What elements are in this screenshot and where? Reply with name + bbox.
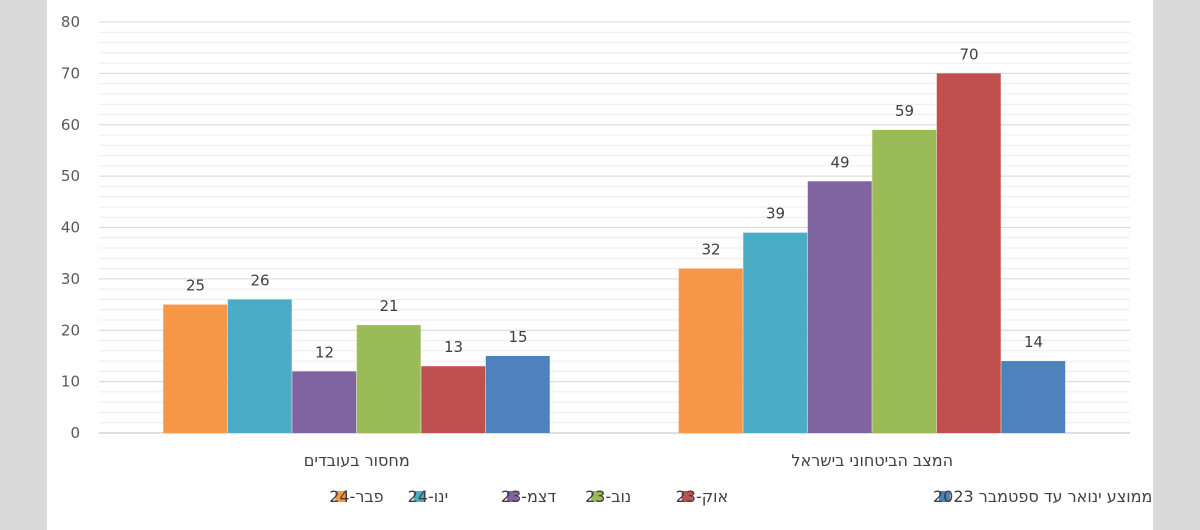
data-label: 70: [959, 45, 978, 63]
y-tick-label: 50: [61, 167, 80, 185]
bar: [936, 73, 1001, 433]
y-tick-label: 10: [61, 373, 80, 391]
legend-swatch: [506, 491, 518, 502]
legend-label: נוב-23: [585, 487, 631, 506]
chart-frame: 0 10 20 30 40 50 60 70 80 14 70 59 49 39 32 15 13 21 12 26…: [47, 0, 1153, 530]
category-label: המצב הביטחוני בישראל: [791, 451, 953, 470]
legend-swatch: [413, 491, 425, 502]
bar: [1001, 361, 1066, 433]
bar: [227, 299, 292, 433]
data-label: 32: [701, 241, 720, 259]
data-label: 25: [186, 277, 205, 295]
bar: [163, 304, 228, 433]
y-tick-label: 60: [61, 116, 80, 134]
bar: [292, 371, 357, 433]
bar: [743, 232, 808, 433]
y-tick-label: 20: [61, 321, 80, 339]
bar: [678, 268, 743, 433]
y-axis-ticks: 0 10 20 30 40 50 60 70 80: [61, 13, 80, 442]
data-label: 14: [1024, 333, 1043, 351]
legend-swatch: [939, 491, 950, 502]
data-label: 12: [315, 343, 334, 361]
legend-label: ינו-24: [408, 487, 448, 506]
data-label: 59: [895, 102, 914, 120]
legend-swatch: [681, 491, 693, 502]
legend-label: אוק-23: [676, 487, 729, 506]
legend-label: ממוצע ינואר עד ספטמבר 2023: [933, 487, 1152, 506]
legend-label: דצמ-23: [501, 487, 556, 506]
data-label: 39: [766, 205, 785, 223]
data-label: 21: [379, 297, 398, 315]
data-label: 26: [250, 271, 269, 289]
legend-swatch: [591, 491, 603, 502]
bars: [163, 73, 1066, 433]
category-axis: המצב הביטחוני בישראל מחסור בעובדים: [304, 451, 953, 470]
data-label: 49: [830, 153, 849, 171]
legend-item: פבר-24: [329, 487, 383, 506]
bar: [421, 366, 486, 433]
data-labels: 14 70 59 49 39 32 15 13 21 12 26 25: [186, 45, 1043, 361]
bar: [485, 355, 550, 433]
legend-swatch: [335, 491, 347, 502]
bar-chart: 0 10 20 30 40 50 60 70 80 14 70 59 49 39 32 15 13 21 12 26…: [61, 13, 1152, 506]
bar: [807, 181, 872, 433]
data-label: 15: [508, 328, 527, 346]
legend: ממוצע ינואר עד ספטמבר 2023 אוק-23 נוב-23 דצ…: [329, 487, 1152, 506]
legend-item: אוק-23: [676, 487, 729, 506]
legend-label: פבר-24: [329, 487, 383, 506]
legend-item: נוב-23: [585, 487, 631, 506]
bar: [872, 129, 937, 433]
legend-item: ינו-24: [408, 487, 448, 506]
legend-item: דצמ-23: [501, 487, 556, 506]
legend-item: ממוצע ינואר עד ספטמבר 2023: [933, 487, 1152, 506]
y-tick-label: 70: [61, 64, 80, 82]
y-tick-label: 30: [61, 270, 80, 288]
y-tick-label: 80: [61, 13, 80, 31]
y-tick-label: 0: [70, 424, 80, 442]
data-label: 13: [444, 338, 463, 356]
y-tick-label: 40: [61, 219, 80, 237]
bar: [356, 325, 421, 433]
category-label: מחסור בעובדים: [304, 451, 410, 470]
